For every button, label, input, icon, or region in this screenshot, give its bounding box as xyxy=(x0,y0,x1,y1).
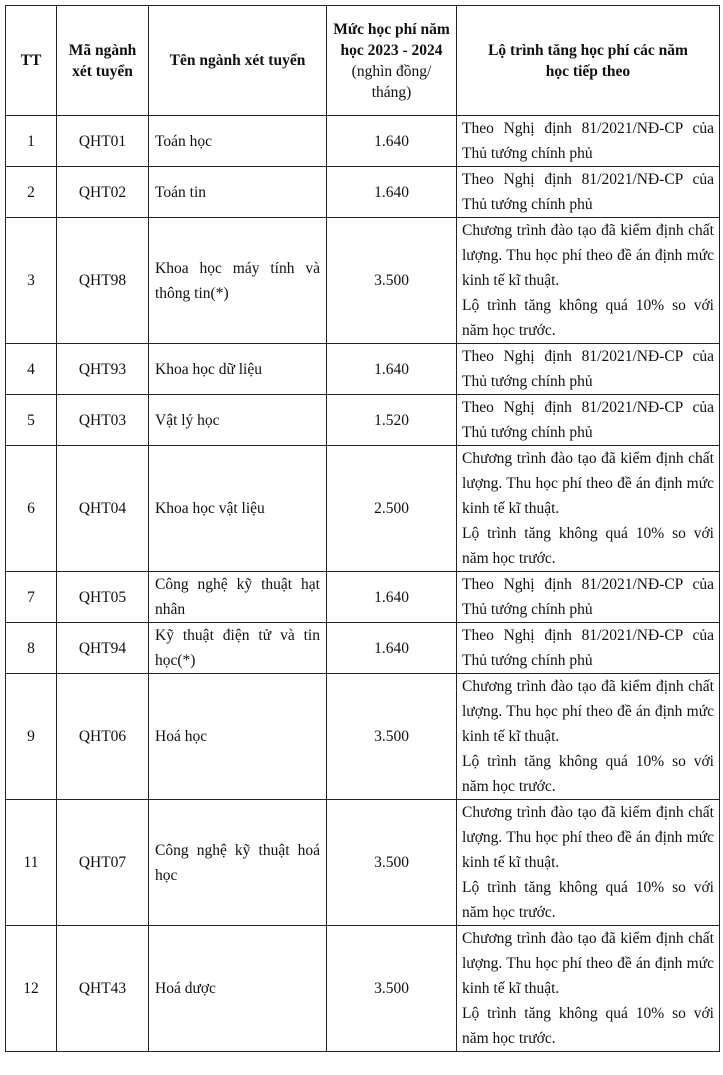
cell-code: QHT06 xyxy=(56,673,149,800)
cell-tt: 5 xyxy=(5,394,57,446)
cell-name: Khoa học vật liệu xyxy=(148,445,327,572)
table-row: 2 QHT02 Toán tin 1.640 Theo Nghị định 81/202… xyxy=(5,166,720,218)
cell-roadmap: Theo Nghị định 81/2021/NĐ-CP của Thủ tướ… xyxy=(456,166,720,218)
cell-roadmap: Chương trình đào tạo đã kiểm định chất l… xyxy=(456,925,720,1052)
header-row: TT Mã ngành xét tuyển Tên ngành xét tuyể… xyxy=(5,5,720,116)
roadmap-increase-text: Lộ trình tăng không quá 10% so với năm h… xyxy=(462,879,714,921)
cell-name: Công nghệ kỹ thuật hoá học xyxy=(148,799,327,926)
roadmap-text: Theo Nghị định 81/2021/NĐ-CP của Thủ tướ… xyxy=(462,576,714,618)
cell-roadmap: Chương trình đào tạo đã kiểm định chất l… xyxy=(456,445,720,572)
cell-roadmap: Chương trình đào tạo đã kiểm định chất l… xyxy=(456,217,720,344)
cell-fee: 1.640 xyxy=(326,343,457,395)
cell-code: QHT98 xyxy=(56,217,149,344)
cell-code: QHT05 xyxy=(56,571,149,623)
header-fee-unit: (nghìn đồng/ tháng) xyxy=(351,62,432,101)
table-row: 7 QHT05 Công nghệ kỹ thuật hạt nhân 1.640 Th… xyxy=(5,571,720,623)
tuition-table: TT Mã ngành xét tuyển Tên ngành xét tuyể… xyxy=(5,5,720,1052)
roadmap-increase-text: Lộ trình tăng không quá 10% so với năm h… xyxy=(462,297,714,339)
cell-tt: 9 xyxy=(5,673,57,800)
cell-fee: 3.500 xyxy=(326,673,457,800)
cell-code: QHT93 xyxy=(56,343,149,395)
cell-roadmap: Chương trình đào tạo đã kiểm định chất l… xyxy=(456,799,720,926)
cell-fee: 1.640 xyxy=(326,622,457,674)
header-fee-label: Mức học phí năm học 2023 - 2024 xyxy=(333,20,450,59)
cell-code: QHT03 xyxy=(56,394,149,446)
roadmap-text: Theo Nghị định 81/2021/NĐ-CP của Thủ tướ… xyxy=(462,120,714,162)
cell-tt: 12 xyxy=(5,925,57,1052)
cell-roadmap: Theo Nghị định 81/2021/NĐ-CP của Thủ tướ… xyxy=(456,571,720,623)
table-row: 11 QHT07 Công nghệ kỹ thuật hoá học 3.500 Ch… xyxy=(5,799,720,926)
cell-name: Kỹ thuật điện tử và tin học(*) xyxy=(148,622,327,674)
table-row: 6 QHT04 Khoa học vật liệu 2.500 Chương trình… xyxy=(5,445,720,572)
cell-name: Vật lý học xyxy=(148,394,327,446)
cell-fee: 3.500 xyxy=(326,925,457,1052)
roadmap-text: Chương trình đào tạo đã kiểm định chất l… xyxy=(462,450,714,517)
cell-fee: 3.500 xyxy=(326,217,457,344)
table-row: 12 QHT43 Hoá dược 3.500 Chương trình đào tạo… xyxy=(5,925,720,1052)
header-tt: TT xyxy=(5,5,57,116)
table-row: 9 QHT06 Hoá học 3.500 Chương trình đào tạo đ… xyxy=(5,673,720,800)
cell-tt: 8 xyxy=(5,622,57,674)
table-row: 3 QHT98 Khoa học máy tính và thông tin(*) 3… xyxy=(5,217,720,344)
roadmap-text: Theo Nghị định 81/2021/NĐ-CP của Thủ tướ… xyxy=(462,348,714,390)
roadmap-increase-text: Lộ trình tăng không quá 10% so với năm h… xyxy=(462,1005,714,1047)
header-name: Tên ngành xét tuyển xyxy=(148,5,327,116)
roadmap-increase-text: Lộ trình tăng không quá 10% so với năm h… xyxy=(462,753,714,795)
cell-name: Hoá học xyxy=(148,673,327,800)
cell-fee: 1.520 xyxy=(326,394,457,446)
cell-fee: 1.640 xyxy=(326,115,457,167)
header-fee: Mức học phí năm học 2023 - 2024 (nghìn đồ… xyxy=(326,5,457,116)
roadmap-text: Theo Nghị định 81/2021/NĐ-CP của Thủ tướ… xyxy=(462,627,714,669)
cell-roadmap: Theo Nghị định 81/2021/NĐ-CP của Thủ tướ… xyxy=(456,622,720,674)
cell-fee: 2.500 xyxy=(326,445,457,572)
cell-name: Công nghệ kỹ thuật hạt nhân xyxy=(148,571,327,623)
header-code: Mã ngành xét tuyển xyxy=(56,5,149,116)
cell-tt: 7 xyxy=(5,571,57,623)
cell-tt: 6 xyxy=(5,445,57,572)
table-row: 8 QHT94 Kỹ thuật điện tử và tin học(*) 1.64… xyxy=(5,622,720,674)
cell-fee: 1.640 xyxy=(326,571,457,623)
table-row: 4 QHT93 Khoa học dữ liệu 1.640 Theo Nghị địn… xyxy=(5,343,720,395)
table-row: 1 QHT01 Toán học 1.640 Theo Nghị định 81/202… xyxy=(5,115,720,167)
roadmap-text: Theo Nghị định 81/2021/NĐ-CP của Thủ tướ… xyxy=(462,171,714,213)
roadmap-text: Chương trình đào tạo đã kiểm định chất l… xyxy=(462,678,714,745)
cell-fee: 3.500 xyxy=(326,799,457,926)
roadmap-text: Chương trình đào tạo đã kiểm định chất l… xyxy=(462,930,714,997)
cell-code: QHT07 xyxy=(56,799,149,926)
cell-fee: 1.640 xyxy=(326,166,457,218)
cell-code: QHT94 xyxy=(56,622,149,674)
cell-code: QHT43 xyxy=(56,925,149,1052)
cell-code: QHT01 xyxy=(56,115,149,167)
roadmap-text: Chương trình đào tạo đã kiểm định chất l… xyxy=(462,222,714,289)
cell-name: Toán tin xyxy=(148,166,327,218)
cell-tt: 1 xyxy=(5,115,57,167)
header-roadmap: Lộ trình tăng học phí các năm học tiếp t… xyxy=(456,5,720,116)
cell-code: QHT04 xyxy=(56,445,149,572)
cell-tt: 4 xyxy=(5,343,57,395)
cell-roadmap: Theo Nghị định 81/2021/NĐ-CP của Thủ tướ… xyxy=(456,343,720,395)
cell-tt: 11 xyxy=(5,799,57,926)
cell-name: Toán học xyxy=(148,115,327,167)
table-row: 5 QHT03 Vật lý học 1.520 Theo Nghị định 81/2… xyxy=(5,394,720,446)
roadmap-text: Theo Nghị định 81/2021/NĐ-CP của Thủ tướ… xyxy=(462,399,714,441)
cell-roadmap: Theo Nghị định 81/2021/NĐ-CP của Thủ tướ… xyxy=(456,115,720,167)
cell-name: Khoa học dữ liệu xyxy=(148,343,327,395)
cell-tt: 3 xyxy=(5,217,57,344)
cell-roadmap: Theo Nghị định 81/2021/NĐ-CP của Thủ tướ… xyxy=(456,394,720,446)
cell-name: Khoa học máy tính và thông tin(*) xyxy=(148,217,327,344)
roadmap-increase-text: Lộ trình tăng không quá 10% so với năm h… xyxy=(462,525,714,567)
cell-roadmap: Chương trình đào tạo đã kiểm định chất l… xyxy=(456,673,720,800)
cell-name: Hoá dược xyxy=(148,925,327,1052)
roadmap-text: Chương trình đào tạo đã kiểm định chất l… xyxy=(462,804,714,871)
cell-code: QHT02 xyxy=(56,166,149,218)
cell-tt: 2 xyxy=(5,166,57,218)
